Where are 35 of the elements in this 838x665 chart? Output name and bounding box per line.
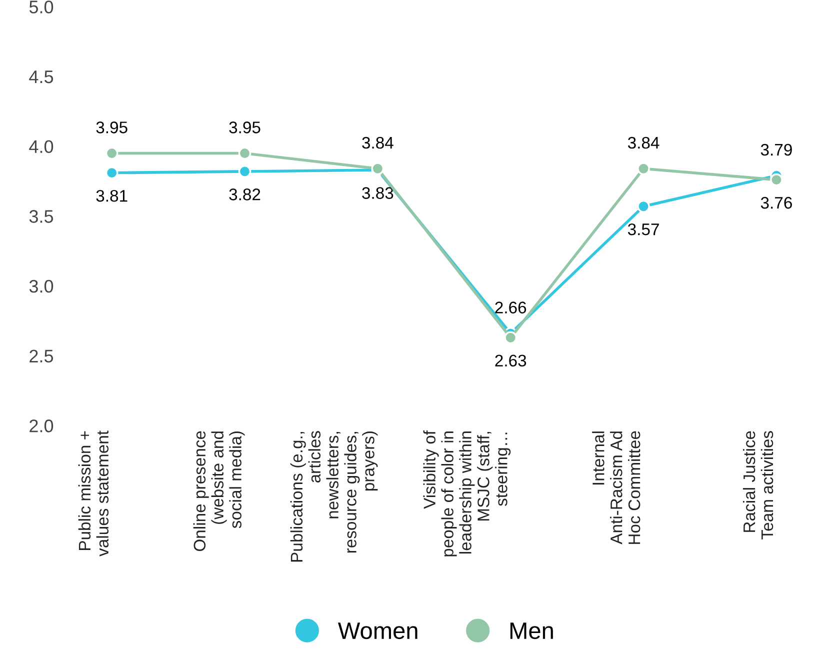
x-tick-label: Online presence (website and social media) [193,431,245,552]
data-label: 3.57 [628,223,659,236]
y-tick-label: 2.0 [30,420,54,432]
y-tick-label: 5.0 [29,0,54,14]
data-label: 3.84 [628,136,660,149]
y-tick-label: 4.0 [29,140,54,154]
data-label: 3.79 [760,144,792,156]
point [637,162,650,176]
point [238,146,252,160]
x-tick-label: Public mission + values statement [78,430,109,556]
y-tick-label: 4.5 [29,70,54,84]
point [637,200,650,213]
point [238,165,252,178]
data-label: 2.66 [495,302,526,314]
data-label: 2.63 [495,354,526,367]
data-label: 3.82 [229,188,260,200]
point [105,166,118,180]
data-label: 3.81 [96,190,128,202]
data-label: 3.84 [362,136,394,149]
y-tick-label: 3.0 [29,280,54,293]
data-label: 3.76 [760,196,792,209]
x-tick-label: Racial Justice Team activities [742,431,774,540]
y-tick-label: 3.5 [29,210,54,223]
data-label: 3.95 [229,122,260,134]
data-label: 3.95 [96,122,128,134]
legend-label: Men [510,622,553,640]
point [504,331,517,344]
x-tick-label: Publications (e.g., articles newsletters, resource guides, prayers) [290,431,378,562]
data-label: 3.83 [362,187,394,199]
legend-label: Women [338,622,418,640]
y-tick-label: 2.5 [30,350,54,362]
x-tick-label: Internal Anti-Racism Ad Hoc Committee [592,431,640,544]
x-tick-label: Visibility of people of color in leadership within MSJC (staff, steering… [423,430,511,556]
point [770,173,783,186]
point [105,146,118,160]
